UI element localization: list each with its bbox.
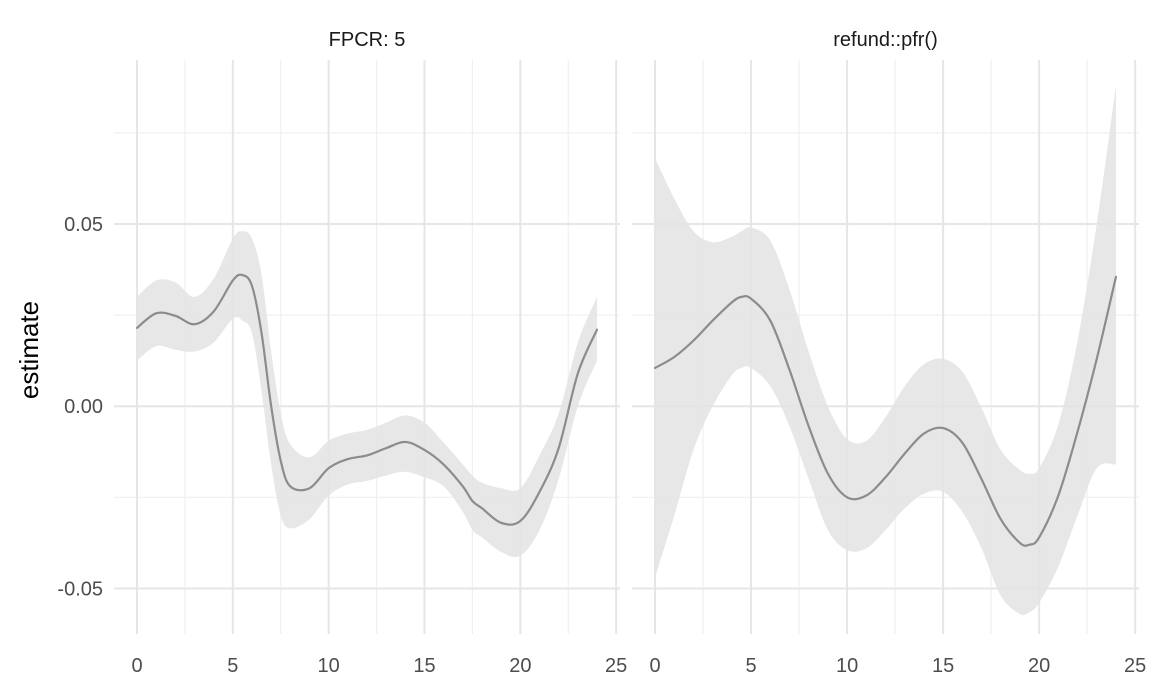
y-tick-label: 0.00 [64,396,103,418]
panel-strip-label: refund::pfr() [833,29,937,51]
y-tick-label: -0.05 [57,578,103,600]
x-tick-label: 15 [932,655,954,677]
x-tick-label: 25 [1124,655,1146,677]
x-tick-label: 5 [746,655,757,677]
confidence-band [655,85,1116,616]
x-tick-label: 10 [836,655,858,677]
y-axis-title: estimate [14,301,44,399]
confidence-band [137,231,597,558]
x-tick-label: 15 [413,655,435,677]
panel-strip-label: FPCR: 5 [329,29,406,51]
label-layer: estimate FPCR: 50 5 10 15 20 25 refund::pfr()0… [14,29,1146,677]
x-tick-label: 20 [509,655,531,677]
estimate-line [653,275,1118,547]
x-tick-label: 20 [1028,655,1050,677]
estimate-line [135,273,599,526]
x-tick-label: 0 [649,655,660,677]
confidence-band-layer [137,85,1116,616]
x-tick-label: 25 [605,655,627,677]
x-tick-label: 10 [318,655,340,677]
x-tick-label: 5 [227,655,238,677]
estimate-line-layer [135,273,1118,547]
y-tick-label: 0.05 [64,214,103,236]
x-tick-label: 0 [131,655,142,677]
